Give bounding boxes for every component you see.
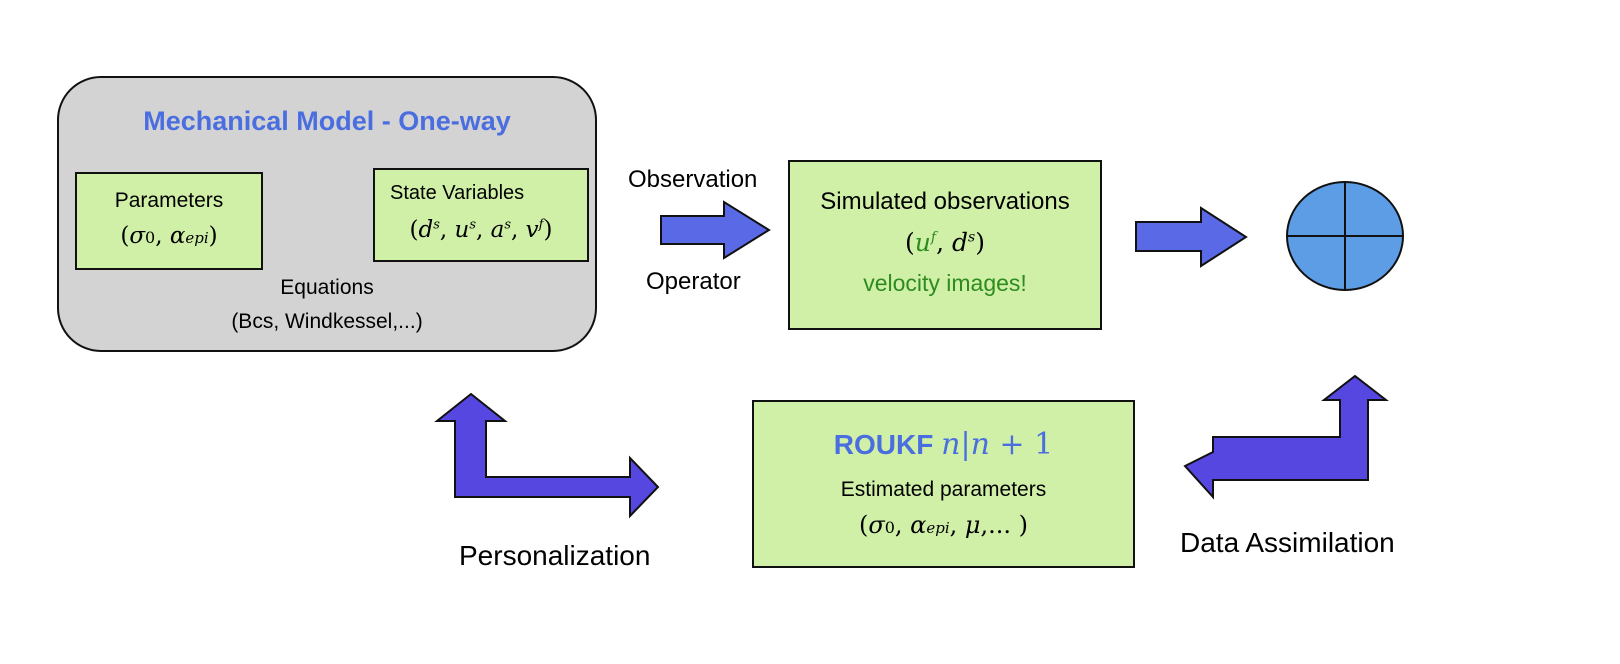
operator-label: Operator [646, 268, 741, 295]
observation-label: Observation [628, 166, 758, 193]
observation-operator-arrow [660, 200, 771, 260]
roukf-index-math: n [941, 427, 961, 462]
simulated-observations-title: Simulated observations [820, 188, 1070, 215]
roukf-box [752, 400, 1135, 568]
parameters-math: (σ0, αepi) [120, 223, 218, 249]
velocity-images-note: velocity images! [863, 270, 1027, 296]
roukf-title-row: ROUKF n|n + 1 [833, 427, 1054, 462]
data-assimilation-label: Data Assimilation [1180, 527, 1395, 558]
comparator-circle-icon [1286, 181, 1404, 291]
state-variables-box [373, 168, 589, 262]
equations-label: Equations [280, 276, 374, 299]
simulated-observations-box [788, 160, 1102, 330]
personalization-label: Personalization [459, 540, 651, 571]
mechanical-model-title: Mechanical Model - One-way [143, 106, 511, 136]
parameters-label: Parameters [114, 189, 224, 212]
roukf-subtitle: Estimated parameters [840, 478, 1047, 501]
simulated-to-comparator-arrow [1135, 206, 1248, 268]
simulated-observations-math: (uf, ds) [905, 228, 985, 257]
equations-detail: (Bcs, Windkessel,...) [231, 310, 423, 333]
personalization-arrow [434, 392, 660, 519]
state-variables-math: (ds, us, as, vf) [409, 217, 553, 243]
parameters-box [75, 172, 263, 270]
roukf-title: ROUKF [833, 429, 934, 460]
state-variables-label: State Variables [390, 182, 525, 204]
data-assimilation-arrow [1183, 374, 1389, 500]
roukf-math: (σ0, αepi, μ,... ) [858, 511, 1029, 539]
